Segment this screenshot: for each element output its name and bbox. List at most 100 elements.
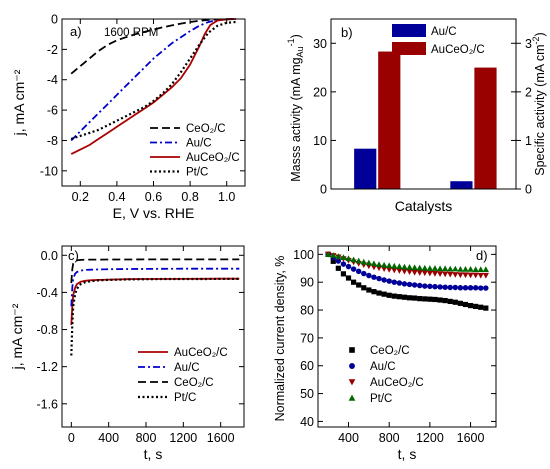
- data-point: [401, 294, 408, 300]
- data-point: [350, 256, 357, 263]
- y-tick-label: 20: [313, 85, 327, 99]
- data-point: [447, 298, 453, 305]
- legend-label: CeO₂/C: [174, 377, 214, 389]
- series-line-1: [70, 267, 240, 307]
- y-tick-label: 0: [320, 183, 327, 197]
- data-point: [380, 261, 388, 268]
- data-point: [482, 272, 489, 279]
- legend-label: AuCeO₂/C: [174, 347, 228, 359]
- y-tick-label: -2: [47, 43, 58, 57]
- data-point: [447, 265, 454, 272]
- legend-label: Pt/C: [370, 393, 392, 405]
- legend-label: CeO₂/C: [186, 123, 226, 135]
- data-point: [381, 291, 387, 297]
- x-axis-label: E, V vs. RHE: [113, 205, 195, 221]
- data-point: [416, 264, 423, 271]
- data-point: [391, 279, 398, 285]
- series-line-2: [70, 18, 236, 155]
- legend-label: Au/C: [431, 26, 457, 38]
- panel-c-frame: [61, 245, 245, 428]
- x-axis-label: Catalysts: [395, 198, 453, 214]
- y-axis-label-sub: Au: [295, 46, 305, 57]
- panel-label: a): [70, 24, 82, 39]
- x-tick-label: 0.8: [181, 190, 198, 204]
- y-axis-label: j, mA cm⁻²: [11, 69, 27, 136]
- legend-label: AuCeO₂/C: [186, 152, 240, 164]
- data-point: [381, 277, 387, 283]
- data-point: [356, 282, 362, 288]
- data-point: [325, 251, 332, 257]
- data-point: [421, 270, 428, 277]
- data-point: [427, 296, 433, 302]
- data-point: [442, 271, 449, 278]
- series-line-2: [70, 258, 240, 284]
- y-axis-label-main: Masss activity (mA mg: [289, 57, 303, 181]
- data-point: [467, 302, 474, 309]
- data-point: [437, 297, 443, 303]
- data-point: [467, 272, 474, 279]
- data-point: [396, 268, 403, 274]
- data-point: [350, 266, 357, 272]
- data-point: [442, 297, 448, 304]
- data-point: [396, 280, 403, 286]
- data-point: [386, 262, 393, 269]
- x-tick-label: 0.4: [108, 190, 125, 204]
- data-point: [360, 258, 367, 265]
- x-tick-label: 1600: [457, 431, 485, 445]
- data-point: [483, 305, 489, 311]
- data-point: [406, 281, 413, 288]
- data-point: [462, 272, 469, 279]
- data-point: [467, 285, 474, 291]
- data-point: [472, 266, 479, 272]
- series-line-0: [70, 277, 240, 325]
- data-point: [396, 263, 403, 269]
- legend-marker: [348, 379, 356, 386]
- series-line-3: [70, 20, 236, 140]
- data-point: [376, 275, 382, 282]
- series-line-3: [70, 277, 240, 356]
- y-tick-label: 50: [300, 387, 314, 401]
- data-point: [473, 303, 479, 310]
- y2-tick-label: 0: [525, 183, 532, 197]
- y-tick-label: -1.2: [36, 360, 58, 374]
- y-tick-label: -4: [47, 73, 58, 87]
- data-point: [431, 265, 439, 271]
- legend-marker: [349, 363, 355, 369]
- data-point: [452, 265, 459, 272]
- data-point: [442, 265, 449, 272]
- data-point: [478, 285, 484, 291]
- data-point: [335, 258, 342, 264]
- panel-label: b): [341, 25, 353, 40]
- data-point: [375, 261, 383, 267]
- y-tick-label: 30: [313, 37, 327, 51]
- data-point: [391, 293, 397, 299]
- y-axis-label-end: ): [289, 34, 303, 38]
- x-tick-label: 0.2: [72, 190, 89, 204]
- x-tick-label: 1.0: [218, 190, 235, 204]
- data-point: [391, 262, 398, 269]
- data-point: [380, 266, 388, 272]
- y2-axis-label-end: ): [533, 32, 547, 36]
- data-point: [330, 258, 336, 264]
- x-tick-label: 400: [338, 431, 359, 445]
- x-tick-label: 0: [68, 431, 75, 445]
- legend-swatch: [392, 42, 426, 55]
- data-point: [477, 266, 484, 272]
- y-tick-label: -6: [47, 104, 58, 118]
- data-point: [482, 266, 489, 272]
- data-point: [411, 264, 418, 271]
- legend-label: Au/C: [174, 362, 200, 374]
- y-tick-label: 40: [300, 415, 314, 429]
- data-point: [462, 301, 469, 308]
- y2-tick-label: 2: [525, 85, 532, 99]
- y-tick-label: 80: [300, 304, 314, 318]
- data-point: [351, 279, 357, 285]
- legend-label: Pt/C: [186, 167, 208, 179]
- y-tick-label: 60: [300, 359, 314, 373]
- y-tick-label: -1.6: [36, 397, 58, 411]
- data-point: [436, 265, 444, 272]
- data-point: [422, 296, 428, 302]
- legend-label: AuCeO₂/C: [370, 377, 424, 389]
- y-tick-label: 70: [300, 331, 314, 345]
- panel-label: d): [476, 248, 488, 263]
